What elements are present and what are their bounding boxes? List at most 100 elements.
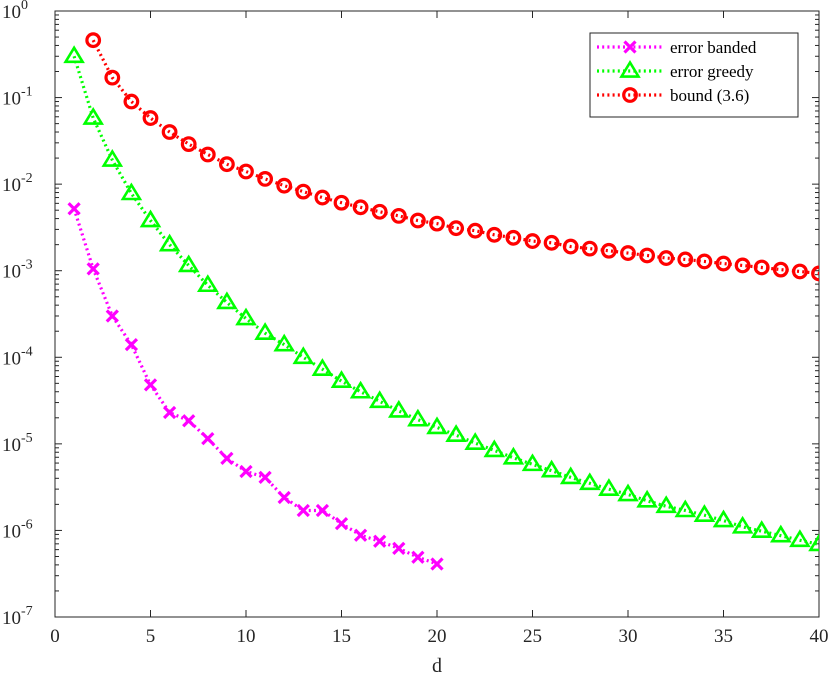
data-point	[257, 170, 274, 187]
y-tick-label-exponent: -5	[21, 431, 33, 446]
data-point	[811, 265, 819, 282]
data-point	[617, 483, 639, 502]
marker-stroke	[353, 528, 368, 542]
data-point	[464, 432, 487, 450]
data-point	[101, 149, 124, 167]
data-point	[353, 528, 368, 542]
data-point	[734, 257, 751, 274]
data-point	[238, 163, 254, 180]
data-point	[311, 358, 334, 376]
data-point	[276, 177, 293, 194]
marker-stroke	[201, 431, 215, 446]
data-point	[139, 209, 162, 228]
data-point	[85, 32, 102, 49]
data-point	[543, 234, 560, 251]
y-tick-label: 10-2	[2, 171, 33, 196]
legend-label: bound (3.6)	[670, 86, 749, 105]
y-tick-label: 10-1	[2, 85, 33, 110]
marker-stroke	[105, 309, 119, 323]
y-tick-label: 10-6	[2, 517, 33, 542]
data-point	[693, 504, 716, 523]
data-point	[239, 464, 253, 479]
data-point	[502, 446, 525, 465]
y-tick-label-exponent: 0	[21, 0, 28, 13]
marker-stroke	[373, 534, 387, 548]
y-tick-label-exponent: -4	[21, 344, 33, 359]
marker-stroke	[315, 503, 330, 518]
x-tick-label: 40	[810, 626, 829, 647]
data-point	[750, 520, 773, 539]
data-point	[158, 233, 181, 252]
data-point	[696, 253, 713, 270]
data-point	[430, 557, 444, 571]
y-tick-label-base: 10	[2, 89, 21, 110]
x-tick-label: 10	[237, 626, 256, 647]
y-tick-label: 10-5	[2, 431, 33, 456]
data-point	[426, 416, 448, 435]
data-point	[333, 194, 350, 211]
data-point	[655, 495, 678, 514]
x-tick-label: 30	[619, 626, 638, 647]
data-point	[349, 380, 372, 399]
data-point	[371, 203, 388, 220]
x-tick-label: 15	[332, 626, 351, 647]
data-point	[82, 107, 105, 125]
legend-item-error-greedy: error greedy	[597, 59, 754, 81]
data-point	[105, 309, 119, 323]
marker-stroke	[334, 516, 349, 531]
series-line	[72, 55, 819, 546]
y-tick-label: 10-4	[2, 344, 33, 369]
data-point	[120, 182, 143, 201]
data-point	[201, 431, 215, 446]
data-point	[142, 110, 159, 126]
data-point	[104, 69, 121, 86]
x-tick-label: 25	[523, 626, 542, 647]
y-tick-label: 100	[2, 0, 28, 23]
marker-stroke	[162, 405, 177, 420]
legend-label: error banded	[670, 38, 757, 57]
marker-stroke	[258, 470, 272, 485]
data-point	[334, 516, 349, 531]
y-tick-label: 10-3	[2, 258, 33, 283]
y-tick-label-exponent: -7	[21, 604, 33, 619]
data-point	[254, 322, 276, 340]
data-point	[368, 390, 391, 409]
marker-stroke	[182, 414, 196, 428]
series-error-banded	[67, 202, 444, 571]
data-point	[753, 259, 770, 276]
data-point	[86, 262, 100, 276]
data-point	[330, 370, 353, 388]
y-tick-label-base: 10	[2, 348, 21, 369]
data-point	[177, 254, 200, 273]
x-tick-label: 35	[714, 626, 733, 647]
data-point	[373, 534, 387, 548]
data-point	[216, 291, 238, 310]
marker-stroke	[86, 262, 100, 276]
y-tick-label-base: 10	[2, 435, 21, 456]
marker-stroke	[430, 557, 444, 571]
data-point	[769, 524, 792, 543]
data-point	[180, 136, 197, 153]
series-error-greedy	[63, 45, 819, 552]
data-point	[314, 189, 331, 206]
data-point	[315, 503, 330, 518]
x-tick-label: 0	[50, 626, 60, 647]
y-tick-label-exponent: -2	[21, 171, 33, 186]
x-tick-label: 20	[428, 626, 447, 647]
data-point	[540, 459, 563, 478]
data-point	[772, 261, 789, 278]
data-point	[731, 515, 754, 534]
data-point	[620, 245, 636, 261]
data-point	[598, 478, 620, 496]
data-point	[486, 226, 503, 243]
marker-stroke	[277, 490, 291, 505]
marker-stroke	[392, 541, 406, 556]
legend-marker	[623, 40, 637, 54]
legend-marker	[622, 87, 638, 103]
marker-stroke	[143, 378, 158, 392]
data-point	[792, 263, 808, 280]
data-point	[63, 45, 85, 64]
series-line	[72, 208, 438, 566]
data-point	[295, 183, 312, 200]
